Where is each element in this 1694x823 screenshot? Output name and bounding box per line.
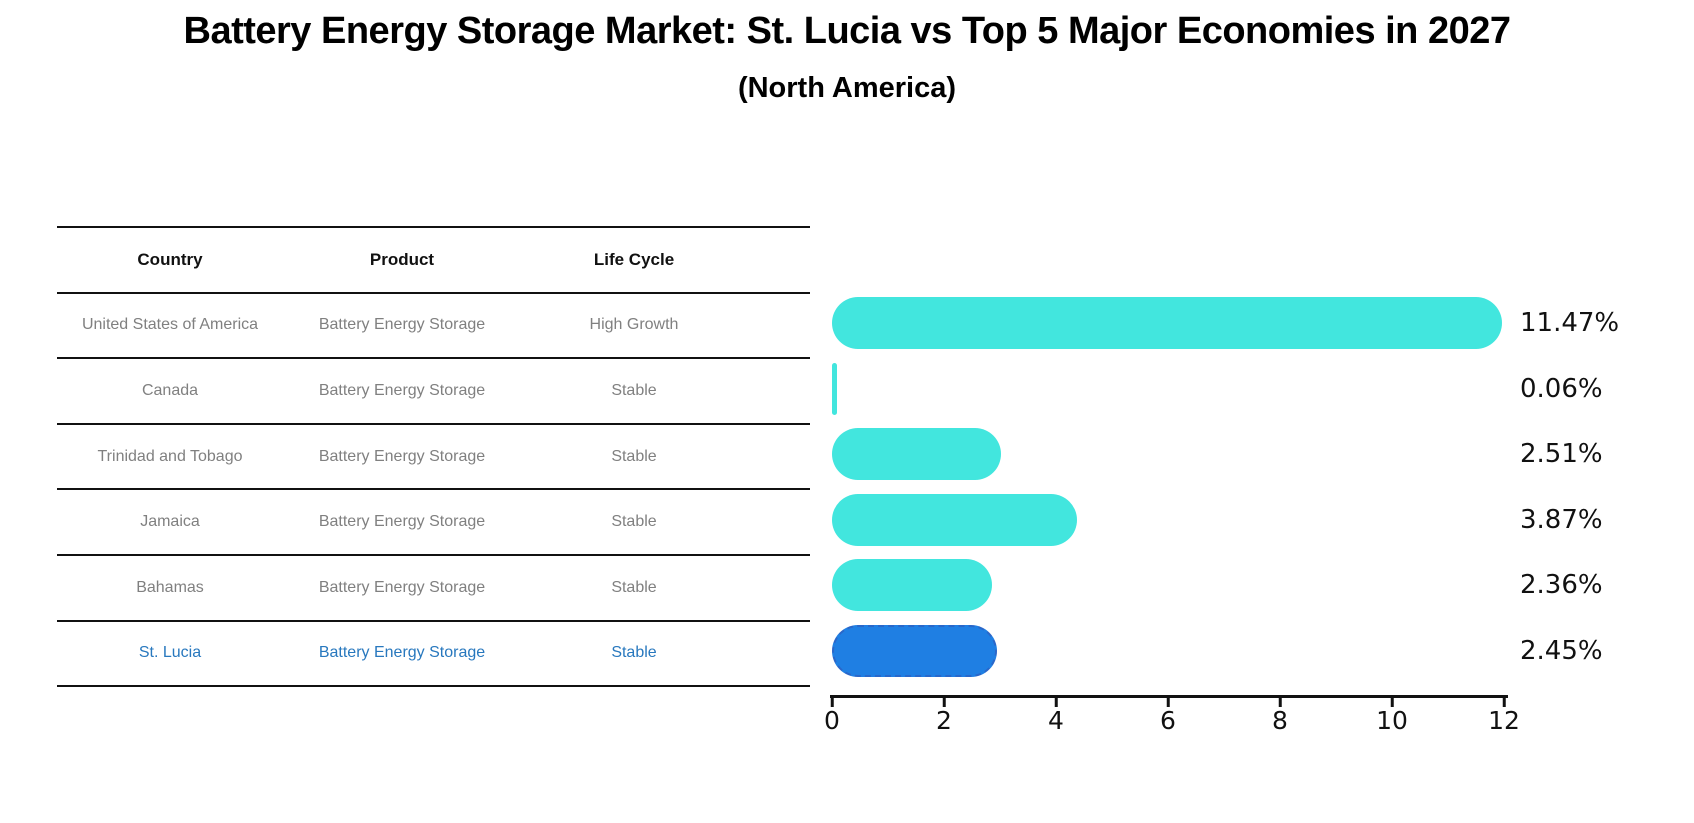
table-cell-life-cycle: Stable xyxy=(611,578,657,596)
bar-value-label: 11.47% xyxy=(1520,308,1620,338)
x-tick-label: 4 xyxy=(1048,706,1064,735)
table-row: St. Lucia Battery Energy Storage Stable xyxy=(57,622,810,688)
bar-value-label: 2.36% xyxy=(1520,570,1603,600)
x-tick-label: 2 xyxy=(936,706,952,735)
x-tick-mark xyxy=(1054,697,1058,707)
x-tick-mark xyxy=(1166,697,1170,707)
table-cell-product: Battery Energy Storage xyxy=(318,513,486,531)
table-cell-life-cycle: High Growth xyxy=(589,316,679,334)
table-header-product: Product xyxy=(369,249,435,269)
table-cell-country: Trinidad and Tobago xyxy=(97,447,243,465)
bar-value-label: 0.06% xyxy=(1520,374,1603,404)
bar-value-label: 2.45% xyxy=(1520,636,1603,666)
bar xyxy=(832,428,1001,480)
bar-value-label: 2.51% xyxy=(1520,439,1603,469)
table-row: Trinidad and Tobago Battery Energy Storag… xyxy=(57,425,810,491)
x-tick-mark xyxy=(1502,697,1506,707)
chart-subtitle: (North America) xyxy=(737,72,957,104)
table-cell-life-cycle: Stable xyxy=(611,381,657,399)
table-header-life-cycle: Life Cycle xyxy=(593,249,675,269)
table-cell-life-cycle: Stable xyxy=(611,447,657,465)
bar xyxy=(832,363,837,415)
bar xyxy=(832,559,992,611)
table-row: United States of America Battery Energy S… xyxy=(57,294,810,360)
x-axis-line xyxy=(830,695,1508,698)
x-tick-label: 6 xyxy=(1160,706,1176,735)
bar-value-label: 3.87% xyxy=(1520,505,1603,535)
x-tick-mark xyxy=(830,697,834,707)
x-tick-label: 12 xyxy=(1488,706,1520,735)
x-tick-mark xyxy=(942,697,946,707)
country-table-body: United States of America Battery Energy S… xyxy=(57,294,810,688)
country-table: Country Product Life Cycle United States… xyxy=(57,226,810,688)
bar xyxy=(832,297,1502,349)
table-header-row: Country Product Life Cycle xyxy=(57,228,810,294)
bar xyxy=(832,494,1077,546)
table-cell-product: Battery Energy Storage xyxy=(318,447,486,465)
table-cell-country: United States of America xyxy=(81,316,259,334)
table-cell-product: Battery Energy Storage xyxy=(318,644,486,662)
table-cell-product: Battery Energy Storage xyxy=(318,316,486,334)
table-cell-product: Battery Energy Storage xyxy=(318,381,486,399)
table-cell-life-cycle: Stable xyxy=(611,513,657,531)
table-row: Jamaica Battery Energy Storage Stable xyxy=(57,490,810,556)
x-tick-mark xyxy=(1390,697,1394,707)
table-cell-life-cycle: Stable xyxy=(611,644,657,662)
x-tick-label: 0 xyxy=(824,706,840,735)
table-row: Bahamas Battery Energy Storage Stable xyxy=(57,556,810,622)
table-cell-product: Battery Energy Storage xyxy=(318,578,486,596)
table-cell-country: Jamaica xyxy=(140,513,200,531)
bar-highlighted xyxy=(832,625,997,677)
table-cell-country: Bahamas xyxy=(136,578,204,596)
table-cell-country: Canada xyxy=(141,381,199,399)
table-cell-country: St. Lucia xyxy=(138,644,202,662)
x-tick-mark xyxy=(1278,697,1282,707)
chart-title: Battery Energy Storage Market: St. Lucia… xyxy=(183,10,1512,52)
x-tick-label: 8 xyxy=(1272,706,1288,735)
x-tick-label: 10 xyxy=(1376,706,1408,735)
table-row: Canada Battery Energy Storage Stable xyxy=(57,359,810,425)
table-header-country: Country xyxy=(137,249,203,269)
